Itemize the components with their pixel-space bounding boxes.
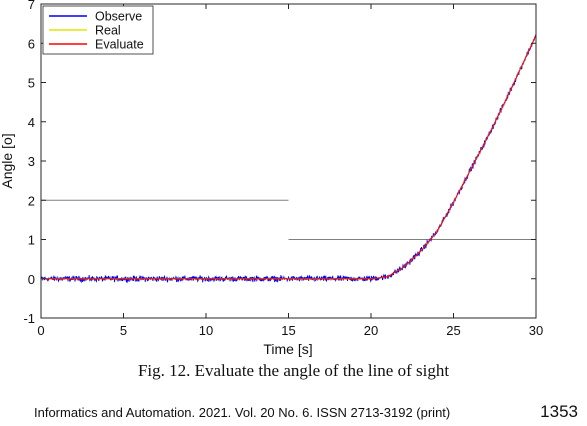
plot-area	[41, 4, 536, 318]
y-axis-label: Angle [o]	[0, 133, 15, 188]
page-number: 1353	[540, 402, 578, 421]
reference-lines	[41, 199, 536, 240]
y-tick-label: 1	[28, 233, 35, 248]
legend-label-real: Real	[95, 24, 121, 38]
x-axis-label: Time [s]	[263, 341, 312, 357]
figure-caption: Fig. 12. Evaluate the angle of the line …	[137, 361, 450, 380]
legend-label-observe: Observe	[95, 10, 142, 24]
y-tick-label: -1	[23, 311, 35, 326]
journal-footer: Informatics and Automation. 2021. Vol. 2…	[34, 405, 451, 420]
y-tick-label: 0	[28, 272, 35, 287]
y-tick-label: 3	[28, 154, 35, 169]
x-tick-label: 15	[281, 323, 295, 338]
y-tick-label: 5	[28, 76, 35, 91]
legend-label-evaluate: Evaluate	[95, 38, 144, 52]
y-tick-label: 4	[28, 115, 35, 130]
x-tick-label: 5	[120, 323, 127, 338]
x-tick-label: 0	[37, 323, 44, 338]
x-tick-label: 10	[199, 323, 213, 338]
y-tick-label: 6	[28, 36, 35, 51]
x-tick-label: 20	[364, 323, 378, 338]
y-tick-label: 2	[28, 193, 35, 208]
y-tick-label: 7	[28, 0, 35, 12]
x-tick-label: 30	[529, 323, 543, 338]
series-layer	[40, 33, 537, 284]
x-tick-label: 25	[446, 323, 460, 338]
series-line-evaluate	[41, 35, 537, 280]
